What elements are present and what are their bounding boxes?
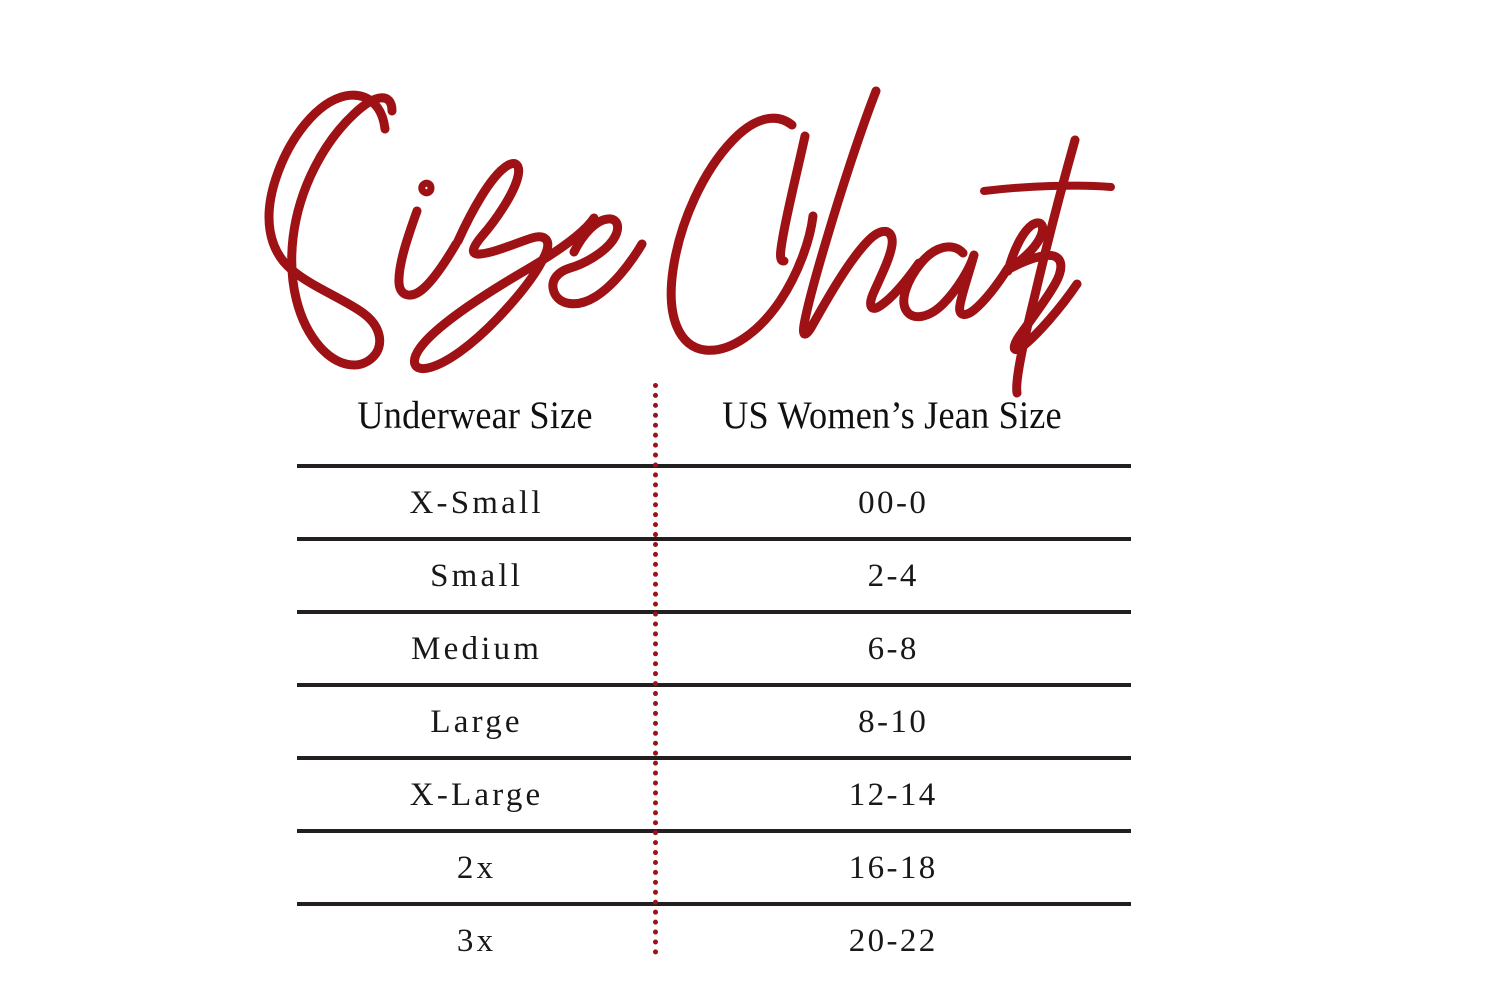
- column-header-jean-size: US Women’s Jean Size: [722, 394, 1062, 437]
- size-chart-script-title-icon: [264, 86, 1115, 398]
- table-row: Large 8-10: [297, 687, 1131, 756]
- table-row: Medium 6-8: [297, 614, 1131, 683]
- cell-underwear-size: Large: [430, 703, 523, 740]
- row-rule: [297, 756, 1131, 760]
- cell-jean-size: 6-8: [867, 630, 919, 667]
- table-row: Small 2-4: [297, 541, 1131, 610]
- cell-underwear-size: Small: [430, 557, 524, 594]
- row-rule: [297, 537, 1131, 541]
- row-rule: [297, 902, 1131, 906]
- cell-underwear-size: Medium: [411, 630, 543, 667]
- table-row: X-Large 12-14: [297, 760, 1131, 829]
- page-title: Size Chart: [232, 56, 1142, 398]
- cell-jean-size: 20-22: [848, 922, 938, 959]
- table-row: X-Small 00-0: [297, 468, 1131, 537]
- cell-underwear-size: X-Small: [409, 484, 544, 521]
- cell-underwear-size: X-Large: [409, 776, 544, 813]
- cell-underwear-size: 2x: [456, 849, 497, 886]
- cell-jean-size: 00-0: [858, 484, 929, 521]
- header-rule: [297, 464, 1131, 468]
- cell-jean-size: 8-10: [858, 703, 929, 740]
- cell-underwear-size: 3x: [456, 922, 497, 959]
- size-chart-table: Underwear Size US Women’s Jean Size X-Sm…: [297, 383, 1131, 975]
- row-rule: [297, 829, 1131, 833]
- column-divider: [653, 383, 658, 955]
- table-row: 2x 16-18: [297, 833, 1131, 902]
- column-header-underwear-size: Underwear Size: [357, 394, 593, 437]
- row-rule: [297, 610, 1131, 614]
- cell-jean-size: 12-14: [848, 776, 938, 813]
- cell-jean-size: 16-18: [848, 849, 938, 886]
- row-rule: [297, 683, 1131, 687]
- table-row: 3x 20-22: [297, 906, 1131, 975]
- table-header-row: Underwear Size US Women’s Jean Size: [297, 392, 1131, 464]
- cell-jean-size: 2-4: [867, 557, 919, 594]
